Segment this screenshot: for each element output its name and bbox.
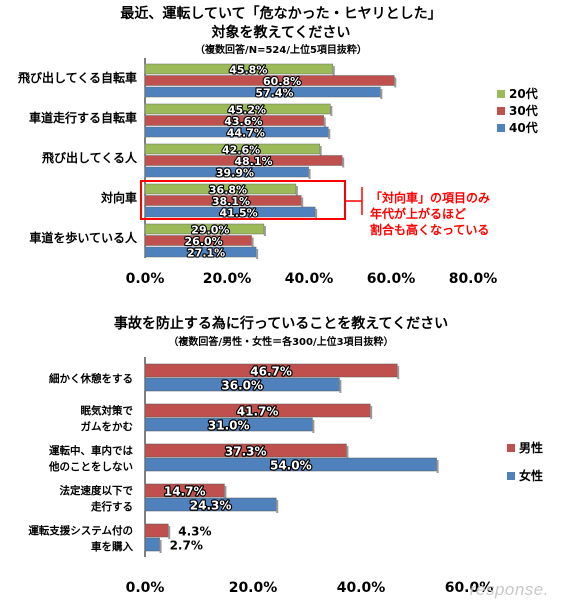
chart2-bar: [144, 537, 160, 552]
chart1-category-label: 飛び出してくる人: [41, 150, 138, 165]
chart2-category-label: 走行する: [90, 500, 133, 513]
chart1-data-label: 48.1%: [234, 155, 272, 168]
chart2-category-label: 法定速度以下で: [60, 484, 134, 497]
chart1-data-label: 39.9%: [216, 167, 254, 180]
chart1-bar-shadow: [319, 146, 322, 156]
chart1-bar-shadow: [330, 106, 333, 116]
chart1-legend-label: 40代: [509, 120, 538, 135]
chart1-data-label: 45.8%: [229, 64, 267, 77]
chart1-category-label: 車道走行する自転車: [29, 110, 137, 125]
chart1-subtitle: （複数回答/N=524/上位5項目抜粋）: [195, 43, 367, 56]
chart1-annotation-text: 「対向車」の項目のみ: [370, 190, 490, 205]
chart1-legend-swatch: [497, 124, 505, 132]
chart1-bar-shadow: [328, 129, 331, 139]
chart1-bar-shadow: [263, 226, 266, 236]
chart1-data-label: 38.1%: [212, 195, 250, 208]
chart1-bar-shadow: [308, 169, 311, 179]
chart2-data-label: 37.3%: [225, 445, 267, 459]
chart1-data-label: 26.0%: [185, 235, 223, 248]
chart2-category-label: 他のことをしない: [48, 460, 133, 473]
chart2-bar-shadow: [312, 420, 315, 433]
chart2-data-label: 2.7%: [170, 539, 203, 553]
chart2-legend-label: 男性: [519, 440, 543, 455]
chart2-x-tick-label: 0.0%: [126, 580, 165, 596]
chart1-data-label: 43.6%: [224, 115, 262, 128]
chart1-bar-shadow: [323, 117, 326, 128]
chart2-title: 事故を防止する為に行っていることを教えてください: [114, 315, 448, 332]
chart2-data-label: 54.0%: [270, 459, 312, 473]
chart2-legend-swatch: [507, 472, 515, 480]
chart2-x-tick-label: 60.0%: [445, 580, 494, 596]
chart2-category-label: ガムをかむ: [81, 420, 134, 433]
chart2-bar-shadow: [370, 406, 373, 419]
chart1-x-tick-label: 20.0%: [203, 271, 252, 287]
chart1-x-tick-label: 40.0%: [285, 271, 334, 287]
chart2-category-label: 運転支援システム付の: [28, 524, 133, 537]
chart2-bar: [144, 523, 169, 538]
chart1-title: 最近、運転していて「危なかった・ヒヤリとした」: [120, 5, 441, 22]
chart2-legend-label: 女性: [519, 468, 543, 483]
chart2-bar: [144, 443, 347, 458]
chart1-legend-label: 20代: [509, 86, 538, 101]
chart1-bar-shadow: [301, 197, 304, 208]
chart1-category-label: 対向車: [100, 190, 137, 205]
chart1-category-label: 飛び出してくる自転車: [17, 70, 137, 85]
watermark-logo: response.: [469, 580, 549, 599]
chart1-bar-shadow: [332, 66, 335, 76]
chart1-legend-label: 30代: [509, 103, 538, 118]
chart2-data-label: 4.3%: [178, 525, 211, 539]
chart2-bar-shadow: [339, 380, 342, 393]
chart1-data-label: 44.7%: [227, 127, 265, 140]
chart1-data-label: 29.0%: [191, 224, 229, 237]
chart1-legend-swatch: [497, 90, 505, 98]
chart2-bar-shadow: [276, 500, 279, 513]
chart2-data-label: 46.7%: [250, 365, 292, 379]
chart1-bar-shadow: [251, 237, 254, 248]
chart2-legend-swatch: [507, 444, 515, 452]
chart2-data-label: 24.3%: [190, 499, 232, 513]
chart1-data-label: 27.1%: [187, 247, 225, 260]
chart2-data-label: 41.7%: [237, 405, 279, 419]
chart1-data-label: 42.6%: [222, 144, 260, 157]
chart2-data-label: 31.0%: [208, 419, 250, 433]
chart1-data-label: 60.8%: [263, 75, 301, 88]
chart1-bar-shadow: [394, 77, 397, 88]
chart1-highlight-box: [140, 180, 346, 220]
chart1-data-label: 45.2%: [228, 104, 266, 117]
chart2-bar-shadow: [168, 526, 171, 539]
chart2-bar-shadow: [224, 486, 227, 499]
chart1-annotation-text: 年代が上がるほど: [370, 206, 466, 221]
chart1-bar-shadow: [315, 209, 318, 219]
chart1-x-tick-label: 60.0%: [367, 271, 416, 287]
chart1-data-label: 41.5%: [219, 207, 257, 220]
chart2-bar-shadow: [397, 366, 400, 379]
chart1-category-label: 車道を歩いている人: [29, 230, 138, 245]
chart1-legend-swatch: [497, 107, 505, 115]
chart2-bar-shadow: [346, 446, 349, 459]
chart1-data-label: 36.8%: [209, 184, 247, 197]
chart1-bar-shadow: [256, 249, 259, 259]
chart1-bar-shadow: [380, 89, 383, 99]
chart2-category-label: 車を購入: [91, 540, 133, 553]
chart2-category-label: 細かく休憩をする: [49, 372, 133, 385]
chart1-data-label: 57.4%: [255, 87, 293, 100]
chart2-data-label: 14.7%: [164, 485, 206, 499]
chart1-x-tick-label: 0.0%: [126, 271, 165, 287]
chart2-x-tick-label: 20.0%: [229, 580, 278, 596]
chart1-bar-shadow: [295, 186, 298, 196]
chart2-bar-shadow: [436, 460, 439, 473]
chart1-bar-shadow: [342, 157, 345, 168]
chart2-data-label: 36.0%: [221, 379, 263, 393]
chart1-x-tick-label: 80.0%: [449, 271, 498, 287]
chart2-category-label: 運転中、車内では: [49, 444, 133, 457]
chart2-subtitle: （複数回答/男性・女性＝各300/上位3項目抜粋）: [168, 335, 393, 348]
chart2-x-tick-label: 40.0%: [337, 580, 386, 596]
chart1-title-line2: 対象を教えてください: [211, 24, 351, 41]
chart2-bar-shadow: [159, 540, 162, 553]
chart1-annotation-text: 割合も高くなっている: [370, 222, 489, 237]
chart2-category-label: 眠気対策で: [81, 404, 134, 417]
